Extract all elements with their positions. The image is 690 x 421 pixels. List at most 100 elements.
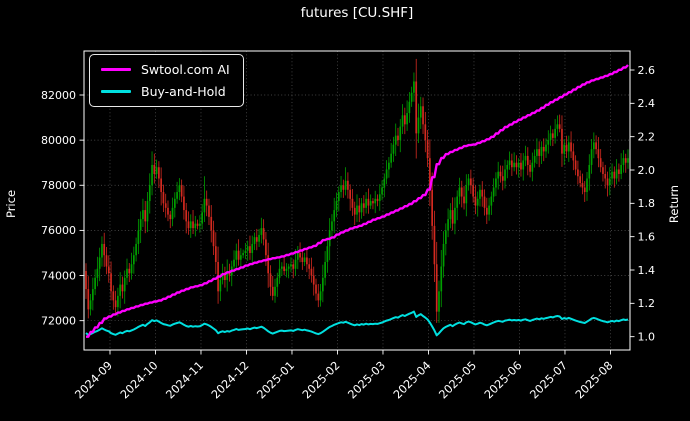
candle-body xyxy=(372,201,374,204)
legend-label-ai: Swtool.com AI xyxy=(141,62,230,77)
candle-body xyxy=(522,160,525,170)
candle-body xyxy=(155,167,158,174)
candle-body xyxy=(123,277,126,292)
return-tick-label: 1.2 xyxy=(638,297,656,310)
candle-body xyxy=(415,81,418,134)
candle-body xyxy=(233,259,235,267)
candle-body xyxy=(144,210,147,222)
candle-body xyxy=(101,243,103,258)
ai-return-line xyxy=(86,64,629,338)
candle-body xyxy=(290,264,292,267)
candle-body xyxy=(431,189,434,226)
candle-body xyxy=(117,295,119,308)
candle-body xyxy=(588,164,591,179)
candle-body xyxy=(315,284,317,294)
price-tick-label: 78000 xyxy=(41,179,76,192)
candle-body xyxy=(321,277,324,292)
candle-body xyxy=(467,178,470,186)
candle-body xyxy=(224,273,226,281)
candle-body xyxy=(401,115,404,127)
axes-spines xyxy=(83,50,631,351)
candle-body xyxy=(110,273,112,292)
candle-body xyxy=(319,291,322,301)
candle-body xyxy=(253,237,256,244)
candle-body xyxy=(344,180,347,190)
candle-body xyxy=(249,246,251,253)
candle-body xyxy=(565,144,568,152)
candle-body xyxy=(618,169,620,174)
candle-body xyxy=(577,169,579,177)
date-tick-label: 2025-03 xyxy=(346,359,389,402)
candle-body xyxy=(103,243,106,256)
candle-body xyxy=(167,207,169,215)
candle-body xyxy=(271,286,274,296)
candle-body xyxy=(615,169,618,179)
candle-body xyxy=(460,187,463,197)
candle-body xyxy=(283,266,285,272)
candle-body xyxy=(538,149,541,156)
return-tick-label: 2.2 xyxy=(638,130,656,143)
candle-body xyxy=(274,286,276,296)
legend-label-buyhold: Buy-and-Hold xyxy=(141,84,226,99)
candle-body xyxy=(369,201,372,206)
candle-body xyxy=(160,178,163,193)
candle-body xyxy=(299,252,301,258)
candle-body xyxy=(545,144,547,152)
candle-body xyxy=(454,207,456,224)
candle-body xyxy=(504,169,506,181)
candle-body xyxy=(410,92,413,102)
candle-body xyxy=(520,162,522,170)
candle-body xyxy=(542,146,545,152)
candle-body xyxy=(547,140,550,145)
candle-body xyxy=(492,187,495,197)
candle-body xyxy=(267,255,270,274)
candle-body xyxy=(294,259,297,269)
candle-body xyxy=(458,187,461,197)
date-tick-label: 2025-05 xyxy=(437,359,480,402)
date-tick-label: 2025-06 xyxy=(482,359,525,402)
return-tick-label: 1.8 xyxy=(638,197,656,210)
candle-body xyxy=(602,167,604,174)
candle-body xyxy=(89,300,92,310)
candle-body xyxy=(438,291,440,312)
candle-body xyxy=(558,124,561,129)
candle-body xyxy=(383,178,386,188)
return-tick-label: 1.6 xyxy=(638,230,656,243)
candle-body xyxy=(107,266,110,274)
candle-body xyxy=(201,212,203,224)
candle-body xyxy=(592,142,595,150)
return-tick-label: 1.4 xyxy=(638,264,656,277)
candle-body xyxy=(426,140,429,159)
candle-body xyxy=(440,266,443,292)
candle-body xyxy=(479,189,481,199)
candle-body xyxy=(399,126,402,141)
candle-body xyxy=(130,264,133,274)
candle-body xyxy=(424,124,427,141)
candle-body xyxy=(485,207,488,215)
candle-body xyxy=(196,223,199,226)
candle-body xyxy=(285,268,288,272)
return-tick-label: 2.4 xyxy=(638,97,656,110)
candle-body xyxy=(251,243,254,253)
candle-body xyxy=(112,291,115,301)
price-tick-label: 76000 xyxy=(41,224,76,237)
date-tick-label: 2025-01 xyxy=(255,359,298,402)
candle-body xyxy=(627,158,629,163)
candle-body xyxy=(390,153,393,163)
candle-body xyxy=(624,158,627,163)
candle-body xyxy=(622,158,625,165)
candle-body xyxy=(456,196,459,208)
candle-body xyxy=(255,237,258,242)
candle-body xyxy=(87,289,90,310)
candle-body xyxy=(374,198,377,204)
candle-body xyxy=(604,173,607,179)
candle-body xyxy=(536,149,538,156)
candle-body xyxy=(451,210,454,224)
candle-body xyxy=(463,196,465,204)
candle-body xyxy=(481,189,484,197)
legend: Swtool.com AI Buy-and-Hold xyxy=(89,54,244,107)
candle-body xyxy=(317,293,320,301)
date-tick-label: 2024-09 xyxy=(73,359,116,402)
candle-body xyxy=(483,196,486,208)
